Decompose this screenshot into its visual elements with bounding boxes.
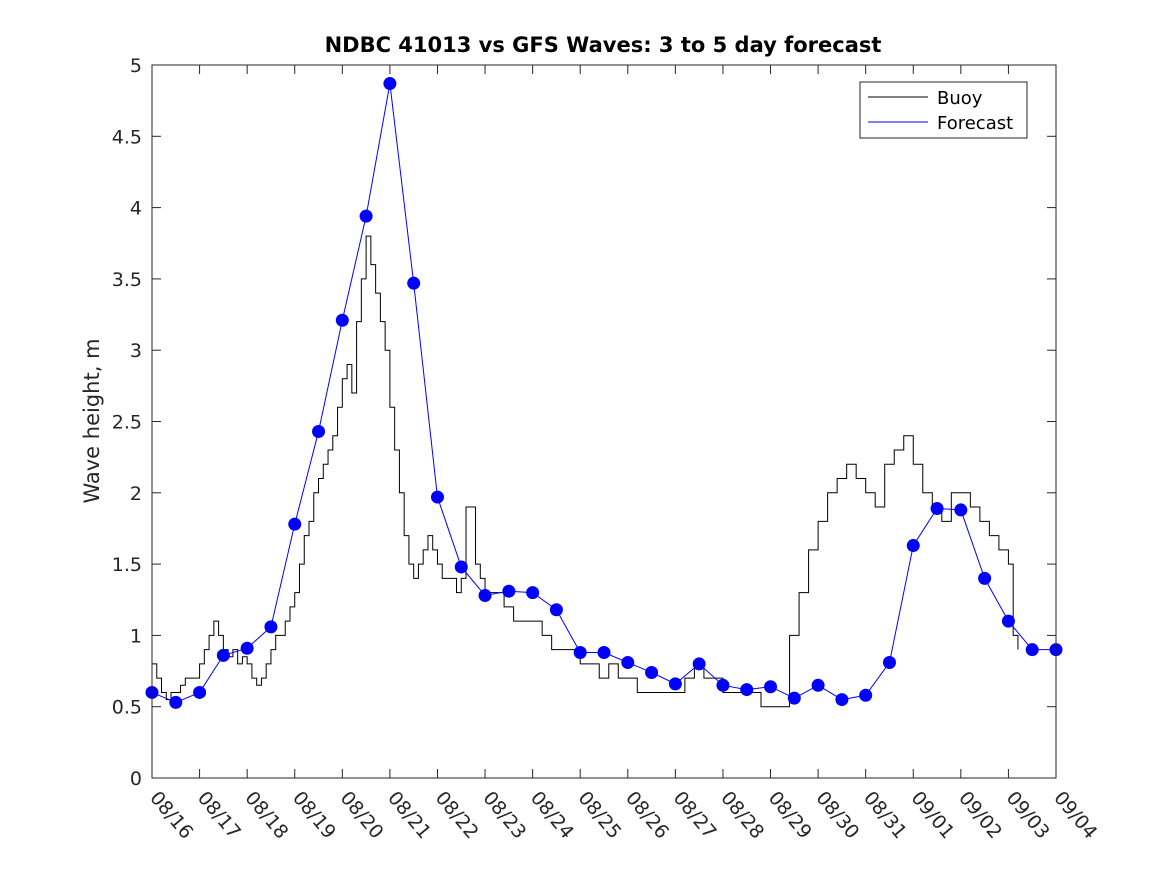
forecast-point xyxy=(216,648,230,662)
y-tick-label: 0.5 xyxy=(112,697,142,719)
chart-title: NDBC 41013 vs GFS Waves: 3 to 5 day fore… xyxy=(325,33,882,57)
forecast-point xyxy=(193,685,207,699)
legend: Buoy Forecast xyxy=(859,81,1028,139)
forecast-point xyxy=(668,677,682,691)
forecast-point xyxy=(478,588,492,602)
forecast-point xyxy=(978,571,992,585)
forecast-point xyxy=(906,539,920,553)
legend-buoy-label: Buoy xyxy=(937,88,983,109)
plot-frame xyxy=(151,64,1057,779)
forecast-point xyxy=(288,517,302,531)
forecast-point xyxy=(764,680,778,694)
forecast-point xyxy=(787,691,801,705)
y-tick-label: 2.5 xyxy=(112,412,142,434)
forecast-point xyxy=(954,503,968,517)
forecast-point xyxy=(882,655,896,669)
forecast-point xyxy=(526,586,540,600)
forecast-point xyxy=(240,641,254,655)
y-tick-label: 0 xyxy=(130,768,142,790)
forecast-point xyxy=(645,665,659,679)
forecast-point xyxy=(454,560,468,574)
legend-forecast-label: Forecast xyxy=(937,113,1013,134)
forecast-point xyxy=(835,693,849,707)
forecast-point xyxy=(859,688,873,702)
forecast-point xyxy=(716,678,730,692)
forecast-point xyxy=(407,276,421,290)
y-axis-label: Wave height, m xyxy=(80,338,104,503)
forecast-point xyxy=(692,657,706,671)
forecast-point xyxy=(1025,643,1039,657)
forecast-point xyxy=(335,313,349,327)
y-tick-label: 4 xyxy=(130,198,142,220)
y-tick-label: 3 xyxy=(130,340,142,362)
y-tick-label: 2 xyxy=(130,483,142,505)
forecast-point xyxy=(264,620,278,634)
y-tick-label: 1.5 xyxy=(112,554,142,576)
forecast-point xyxy=(597,646,611,660)
forecast-point xyxy=(359,209,373,223)
y-tick-label: 3.5 xyxy=(112,269,142,291)
forecast-point xyxy=(312,424,326,438)
forecast-point xyxy=(502,584,516,598)
forecast-point xyxy=(430,490,444,504)
forecast-point xyxy=(573,646,587,660)
forecast-point xyxy=(621,655,635,669)
forecast-point xyxy=(549,603,563,617)
forecast-point xyxy=(383,77,397,91)
forecast-point xyxy=(811,678,825,692)
series-buoy-line xyxy=(152,235,1019,708)
forecast-point xyxy=(169,695,183,709)
y-tick-label: 5 xyxy=(130,55,142,77)
forecast-point xyxy=(740,683,754,697)
y-tick-label: 1 xyxy=(130,625,142,647)
y-tick-label: 4.5 xyxy=(112,126,142,148)
y-axis-ticks: 0 0.5 1 1.5 2 2.5 3 3.5 4 4.5 5 xyxy=(112,55,1056,790)
forecast-point xyxy=(930,501,944,515)
legend-box xyxy=(859,81,1028,139)
forecast-point xyxy=(1001,614,1015,628)
